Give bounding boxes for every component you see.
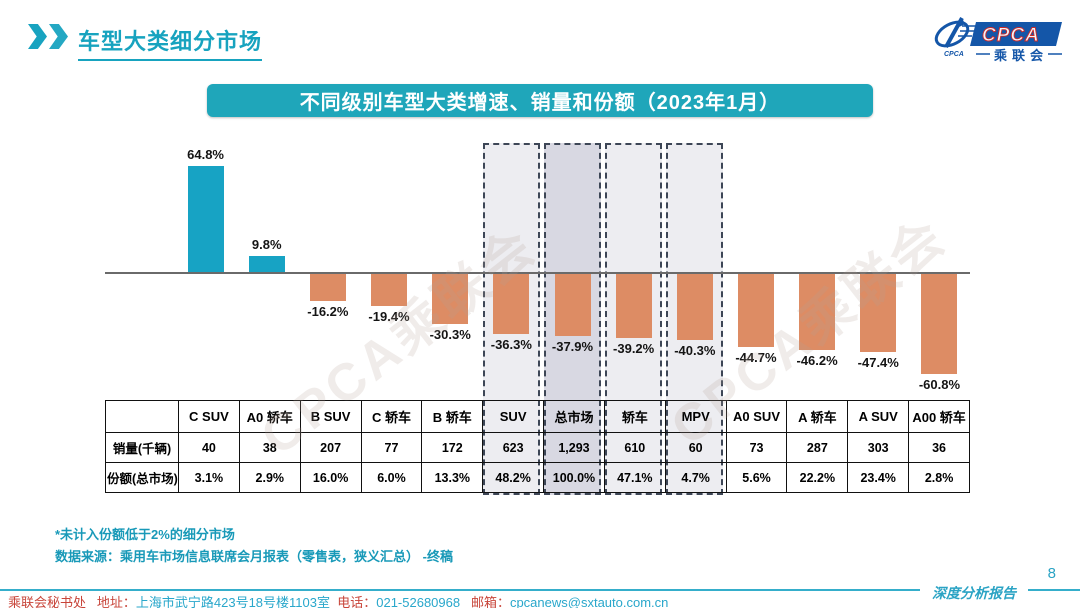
value-cell: MPV xyxy=(664,400,727,433)
growth-value-label: -16.2% xyxy=(307,303,349,319)
value-cell: 3.1% xyxy=(178,462,240,493)
footer-email-label: 邮箱： xyxy=(470,595,510,608)
value-cell: B 轿车 xyxy=(421,400,484,433)
value-cell: 总市场 xyxy=(543,400,605,433)
footer-org: 乘联会秘书处 xyxy=(8,595,87,608)
value-cell: SUV xyxy=(482,400,545,433)
value-cell: 77 xyxy=(360,432,423,463)
double-chevron-icon xyxy=(28,24,70,54)
growth-bar-C 轿车 xyxy=(371,274,408,306)
growth-bar-B SUV xyxy=(309,274,346,301)
value-cell: 623 xyxy=(482,432,545,463)
footer-phone: 021-52680968 xyxy=(376,595,461,608)
value-cell: 13.3% xyxy=(421,462,484,493)
bottom-divider xyxy=(0,589,1080,591)
value-cell: 287 xyxy=(786,432,849,463)
value-cell: 23.4% xyxy=(847,462,910,493)
value-cell: A00 轿车 xyxy=(908,400,970,433)
logo-cpca-text: CPCA xyxy=(982,25,1040,46)
header: 车型大类细分市场 xyxy=(28,24,263,61)
growth-bar-总市场 xyxy=(554,274,591,337)
value-cell: 172 xyxy=(421,432,484,463)
logo-emblem-caption: CPCA xyxy=(944,51,964,58)
footer-contact: 乘联会秘书处 地址：上海市武宁路423号18号楼1103室 电话：021-526… xyxy=(8,592,668,608)
value-cell: 22.2% xyxy=(786,462,849,493)
data-table: C SUV A0 轿车 B SUV C 轿车 B 轿车 SUV 总市场 轿车 MPV A0 SUV… xyxy=(105,400,970,493)
cpca-logo: CPCA CPCA 乘联会 xyxy=(926,14,1066,69)
footer-email: cpcanews@sxtauto.com.cn xyxy=(509,595,669,608)
value-cell: 207 xyxy=(299,432,362,463)
value-cell: 40 xyxy=(178,432,240,463)
logo-sub-text: 乘联会 xyxy=(993,48,1048,63)
row-label-cell xyxy=(105,400,179,433)
footnote-exclusion: *未计入份额低于2%的细分市场 xyxy=(55,527,235,542)
growth-bar-A0 SUV xyxy=(737,274,774,348)
value-cell: 60 xyxy=(664,432,727,463)
row-label-cell: 销量(千辆) xyxy=(105,432,179,463)
growth-bar-轿车 xyxy=(615,274,652,339)
value-cell: 2.8% xyxy=(908,462,970,493)
value-cell: 100.0% xyxy=(543,462,605,493)
growth-bar-B 轿车 xyxy=(432,274,469,324)
growth-bar-C SUV xyxy=(187,165,224,272)
value-cell: 1,293 xyxy=(543,432,605,463)
footnote-source: 数据来源：乘用车市场信息联席会月报表（零售表，狭义汇总） -终稿 xyxy=(55,549,453,564)
value-cell: 303 xyxy=(847,432,910,463)
growth-value-label: -60.8% xyxy=(918,376,961,392)
segment-table: C SUV A0 轿车 B SUV C 轿车 B 轿车 SUV 总市场 轿车 MPV A0 SUV… xyxy=(105,400,970,493)
growth-value-label: -39.2% xyxy=(613,341,655,357)
growth-value-label: -19.4% xyxy=(368,308,410,324)
value-cell: 73 xyxy=(725,432,788,463)
footer-address: 上海市武宁路423号18号楼1103室 xyxy=(135,595,330,608)
growth-bar-A 轿车 xyxy=(799,274,836,350)
cpca-logo-graphic: CPCA CPCA 乘联会 xyxy=(934,17,1062,63)
chart-title-banner: 不同级别车型大类增速、销量和份额（2023年1月） xyxy=(207,84,873,117)
value-cell: A0 轿车 xyxy=(238,400,301,433)
report-type-label: 深度分析报告 xyxy=(920,583,1028,603)
growth-bar-A SUV xyxy=(860,274,897,352)
value-cell: 38 xyxy=(238,432,301,463)
value-cell: A 轿车 xyxy=(786,400,849,433)
page-number: 8 xyxy=(1047,565,1056,582)
growth-bar-MPV xyxy=(676,274,713,341)
table-row: 销量(千辆) 40 38 207 77 172 623 1,293 610 60 73 287 303 3… xyxy=(105,432,970,463)
growth-bar-SUV xyxy=(493,274,530,334)
footer-phone-label: 电话： xyxy=(337,595,377,608)
row-label-cell: 份额(总市场) xyxy=(105,462,179,493)
value-cell: A SUV xyxy=(847,400,910,433)
growth-value-label: -46.2% xyxy=(796,352,838,368)
growth-value-label: 9.8% xyxy=(251,236,282,252)
value-cell: 36 xyxy=(908,432,970,463)
value-cell: B SUV xyxy=(299,400,362,433)
value-cell: 4.7% xyxy=(664,462,727,493)
growth-bar-A0 轿车 xyxy=(248,255,285,272)
growth-value-label: -30.3% xyxy=(429,326,471,342)
growth-value-label: 64.8% xyxy=(187,146,224,162)
zero-axis xyxy=(105,272,970,274)
value-cell: 5.6% xyxy=(725,462,788,493)
value-cell: 47.1% xyxy=(603,462,666,493)
growth-value-label: -37.9% xyxy=(551,339,594,355)
value-cell: 6.0% xyxy=(360,462,423,493)
value-cell: C 轿车 xyxy=(360,400,423,433)
table-row: C SUV A0 轿车 B SUV C 轿车 B 轿车 SUV 总市场 轿车 MPV A0 SUV… xyxy=(105,400,970,433)
table-row: 份额(总市场) 3.1% 2.9% 16.0% 6.0% 13.3% 48.2% 100.0%… xyxy=(105,462,970,493)
value-cell: C SUV xyxy=(178,400,240,433)
value-cell: 2.9% xyxy=(238,462,301,493)
value-cell: 16.0% xyxy=(299,462,362,493)
footer-address-label: 地址： xyxy=(96,595,136,608)
growth-value-label: -44.7% xyxy=(735,350,777,366)
growth-bar-A00 轿车 xyxy=(921,274,958,374)
value-cell: 48.2% xyxy=(482,462,545,493)
page-title: 车型大类细分市场 xyxy=(78,24,263,61)
growth-value-label: -40.3% xyxy=(674,343,716,359)
value-cell: 轿车 xyxy=(603,400,666,433)
value-cell: 610 xyxy=(603,432,666,463)
growth-value-label: -47.4% xyxy=(857,354,899,370)
value-cell: A0 SUV xyxy=(725,400,788,433)
growth-value-label: -36.3% xyxy=(490,336,532,352)
